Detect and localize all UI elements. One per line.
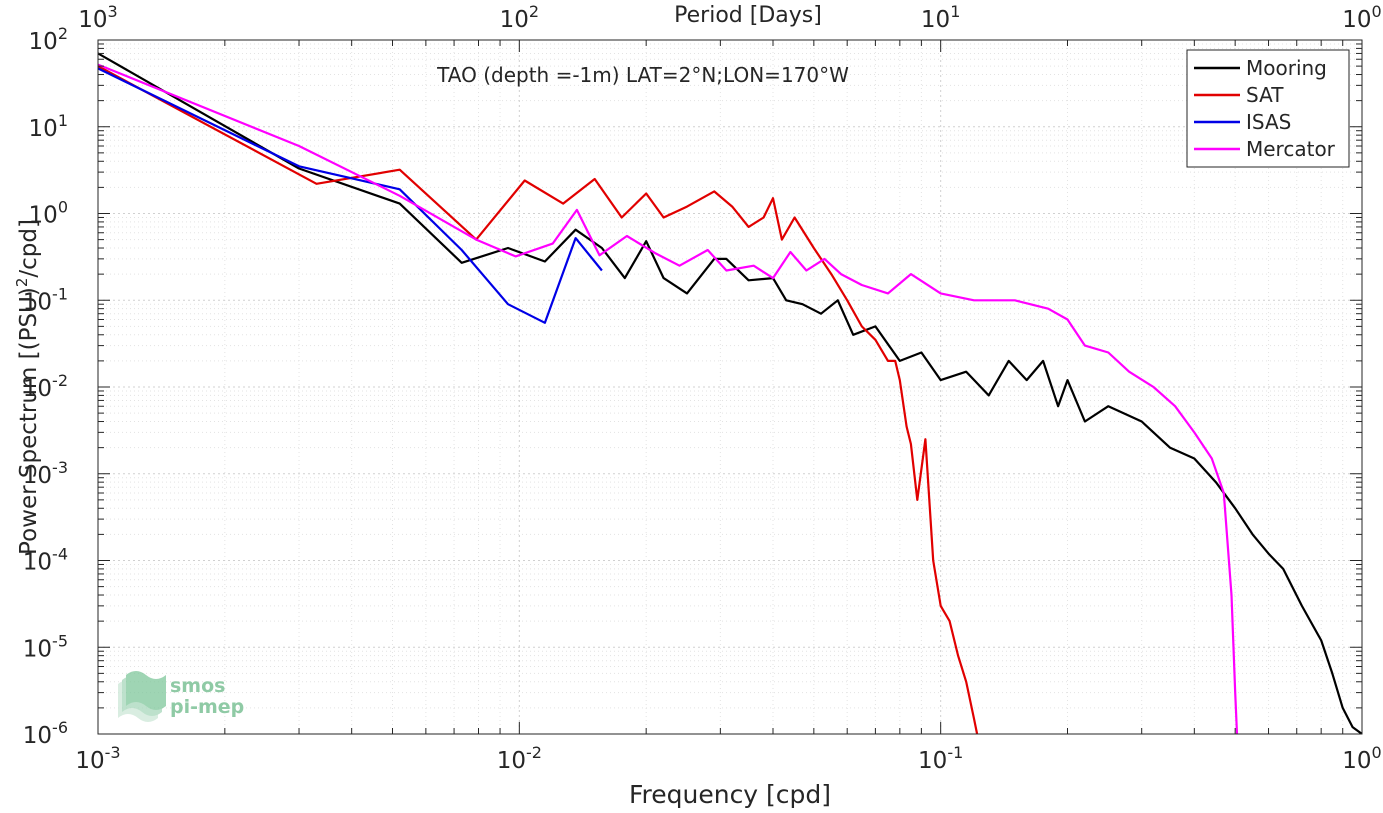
legend-label-mooring: Mooring (1246, 56, 1327, 80)
series-line-sat (98, 65, 979, 734)
logo-mark (118, 671, 166, 722)
series-line-mercator (98, 63, 1239, 734)
tick-labels: 10-3 10-2 10-1 100 103 102 101 100 10-6 10-5 10-4 1… (23, 2, 1382, 774)
chart-title: TAO (depth =-1m) LAT=2°N;LON=170°W (436, 63, 849, 87)
series-layer (98, 52, 1362, 734)
y-tick-label: 100 (29, 198, 68, 229)
y-axis-label: Power Spectrum [(PSU)2/cpd] (13, 219, 42, 555)
y-tick-label: 10-1 (23, 284, 68, 315)
legend: Mooring SAT ISAS Mercator (1186, 49, 1350, 168)
legend-box (1186, 49, 1350, 168)
y-axis-label-superscript: 2 (13, 278, 31, 288)
axis-ticks (97, 39, 1363, 735)
legend-label-sat: SAT (1246, 83, 1284, 107)
series-line-isas (98, 67, 603, 324)
y-tick-label: 10-3 (23, 458, 68, 489)
y-tick-label: 101 (29, 111, 68, 142)
x-tick-label: 100 (1342, 743, 1381, 774)
x-tick-label: 10-1 (918, 743, 963, 774)
y-tick-label: 10-5 (23, 631, 68, 662)
x-tick-label: 10-3 (75, 743, 120, 774)
logo-text-smos: smos (170, 675, 225, 697)
smos-pi-mep-logo: smos pi-mep (118, 671, 244, 722)
y-axis-label-main: Power Spectrum [(PSU) (16, 287, 42, 555)
x-tick-label: 10-2 (497, 743, 542, 774)
y-axis-label-unit: /cpd] (16, 219, 42, 278)
minor-grid (98, 40, 1362, 734)
y-tick-label: 10-4 (23, 545, 68, 576)
top-tick-label: 101 (921, 2, 960, 33)
logo-text-pi-mep: pi-mep (170, 696, 244, 718)
y-tick-label: 10-2 (23, 371, 68, 402)
legend-label-isas: ISAS (1246, 110, 1291, 134)
series-line-mooring (98, 52, 1362, 734)
top-axis-label: Period [Days] (674, 3, 822, 28)
y-tick-label: 10-6 (23, 718, 68, 749)
top-tick-label: 103 (78, 2, 117, 33)
top-tick-label: 100 (1342, 2, 1381, 33)
legend-label-mercator: Mercator (1246, 137, 1336, 161)
top-tick-label: 102 (500, 2, 539, 33)
y-tick-label: 102 (29, 24, 68, 55)
x-axis-label: Frequency [cpd] (629, 780, 831, 809)
